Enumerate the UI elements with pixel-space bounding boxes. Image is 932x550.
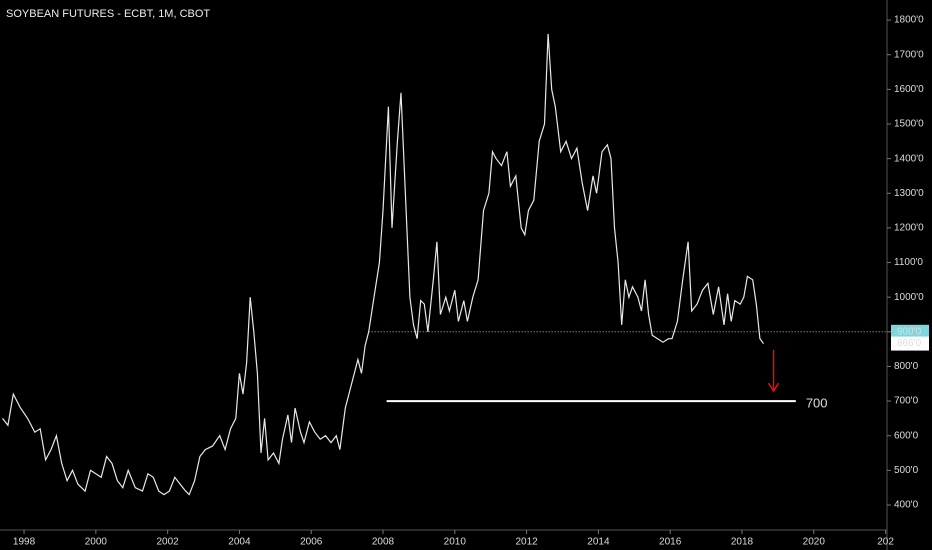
plot-area: [2, 33, 887, 496]
price-label-box: [891, 336, 929, 351]
y-tick-label: 500'0: [894, 465, 919, 476]
y-tick-label: 1000'0: [894, 292, 924, 303]
x-tick-label: 2006: [300, 537, 323, 548]
y-tick-label: 800'0: [894, 361, 919, 372]
chart-title: SOYBEAN FUTURES - ECBT, 1M, CBOT: [6, 8, 210, 20]
x-tick-label: 2018: [731, 537, 754, 548]
x-tick-label: 2012: [515, 537, 538, 548]
y-tick-label: 1300'0: [894, 188, 924, 199]
support-label: 700: [806, 396, 828, 411]
y-tick-label: 1200'0: [894, 223, 924, 234]
x-tick-label: 2004: [228, 537, 251, 548]
x-tick-label: 2016: [659, 537, 682, 548]
arrow-head: [767, 382, 780, 393]
x-tick-label: 1998: [13, 537, 36, 548]
y-tick-label: 1100'0: [894, 257, 923, 268]
price-label-box: [891, 324, 929, 339]
y-tick-label: 700'0: [894, 396, 919, 407]
price-label: 900'0: [897, 326, 922, 337]
price-label: 866'0: [897, 338, 922, 349]
y-tick-label: 1500'0: [894, 119, 924, 130]
x-tick-label: 2014: [587, 537, 610, 548]
x-tick-label: 2020: [803, 537, 826, 548]
x-tick-label: 2010: [444, 537, 467, 548]
x-tick-label: 202: [877, 537, 894, 548]
y-tick-label: 1400'0: [894, 153, 924, 164]
y-tick-label: 400'0: [894, 500, 919, 511]
price-line: [2, 33, 764, 496]
y-tick-label: 600'0: [894, 430, 919, 441]
x-tick-label: 2008: [372, 537, 395, 548]
x-tick-label: 2002: [157, 537, 180, 548]
y-tick-label: 1700'0: [894, 49, 924, 60]
x-tick-label: 2000: [85, 537, 108, 548]
y-tick-label: 1600'0: [894, 84, 924, 95]
y-tick-label: 1800'0: [894, 15, 924, 26]
